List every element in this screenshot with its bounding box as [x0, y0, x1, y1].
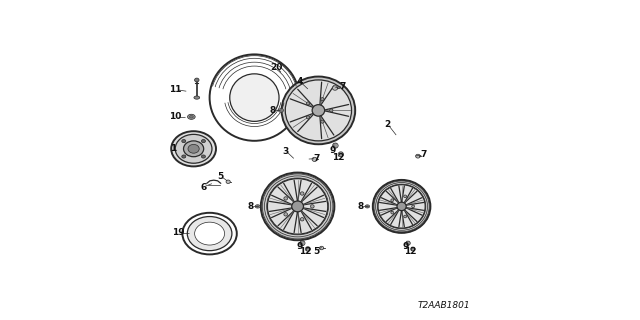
Text: 20: 20 [271, 63, 283, 72]
Ellipse shape [411, 247, 415, 251]
Text: 7: 7 [313, 154, 319, 163]
Ellipse shape [267, 178, 328, 235]
Ellipse shape [300, 241, 305, 246]
Ellipse shape [378, 185, 425, 228]
Ellipse shape [404, 195, 406, 198]
Ellipse shape [333, 143, 338, 148]
Ellipse shape [264, 176, 331, 237]
Ellipse shape [282, 76, 355, 144]
Text: 12: 12 [300, 247, 312, 256]
Text: 8: 8 [248, 202, 253, 211]
Ellipse shape [376, 182, 428, 230]
Text: 5: 5 [217, 172, 223, 180]
Ellipse shape [188, 114, 195, 119]
Ellipse shape [284, 213, 287, 216]
Text: 8: 8 [358, 202, 364, 211]
Text: 9: 9 [403, 242, 409, 251]
Ellipse shape [312, 105, 324, 116]
Ellipse shape [172, 131, 216, 166]
Ellipse shape [378, 184, 426, 229]
Ellipse shape [332, 86, 338, 90]
Text: 11: 11 [169, 85, 182, 94]
Ellipse shape [188, 144, 199, 153]
Text: 12: 12 [404, 247, 417, 256]
Ellipse shape [188, 217, 232, 251]
Ellipse shape [300, 218, 304, 221]
Ellipse shape [268, 179, 328, 234]
Ellipse shape [261, 172, 335, 240]
Ellipse shape [195, 222, 225, 245]
Ellipse shape [195, 78, 199, 82]
Ellipse shape [285, 80, 351, 141]
Ellipse shape [330, 109, 333, 112]
Ellipse shape [391, 199, 394, 202]
Ellipse shape [278, 108, 284, 112]
Text: 6: 6 [200, 183, 206, 192]
Ellipse shape [184, 141, 204, 157]
Ellipse shape [321, 120, 324, 123]
Ellipse shape [319, 246, 324, 250]
Ellipse shape [365, 205, 370, 208]
Text: 3: 3 [283, 147, 289, 156]
Ellipse shape [312, 157, 317, 162]
Ellipse shape [262, 174, 333, 239]
Ellipse shape [406, 241, 410, 245]
Text: 1: 1 [170, 144, 176, 153]
Ellipse shape [372, 180, 431, 233]
Text: 4: 4 [297, 77, 303, 86]
Ellipse shape [307, 116, 310, 119]
Ellipse shape [182, 155, 186, 158]
Text: 10: 10 [169, 112, 182, 121]
Text: 9: 9 [330, 146, 336, 155]
Ellipse shape [182, 140, 186, 143]
Ellipse shape [226, 180, 230, 184]
Text: 12: 12 [332, 153, 344, 162]
Ellipse shape [230, 74, 279, 121]
Ellipse shape [415, 154, 420, 158]
Ellipse shape [305, 247, 310, 251]
Ellipse shape [374, 181, 429, 232]
Text: 5: 5 [313, 247, 319, 256]
Ellipse shape [202, 155, 205, 158]
Ellipse shape [175, 134, 212, 163]
Text: 2: 2 [384, 120, 390, 129]
Ellipse shape [307, 102, 310, 105]
Ellipse shape [300, 192, 304, 195]
Ellipse shape [338, 152, 344, 157]
Ellipse shape [284, 197, 287, 200]
Ellipse shape [321, 98, 324, 101]
Ellipse shape [397, 202, 406, 211]
Ellipse shape [292, 201, 303, 212]
Ellipse shape [366, 206, 369, 207]
Text: 7: 7 [340, 82, 346, 91]
Ellipse shape [257, 205, 259, 207]
Ellipse shape [404, 215, 406, 218]
Ellipse shape [391, 211, 394, 214]
Text: 19: 19 [172, 228, 185, 237]
Text: 9: 9 [297, 242, 303, 251]
Ellipse shape [280, 109, 282, 111]
Ellipse shape [202, 140, 205, 143]
Text: 7: 7 [420, 150, 426, 159]
Ellipse shape [310, 205, 314, 208]
Ellipse shape [255, 205, 260, 208]
Ellipse shape [412, 205, 415, 208]
Ellipse shape [194, 96, 200, 99]
Ellipse shape [189, 116, 193, 118]
Text: T2AAB1801: T2AAB1801 [418, 301, 470, 310]
Text: 8: 8 [269, 106, 276, 115]
